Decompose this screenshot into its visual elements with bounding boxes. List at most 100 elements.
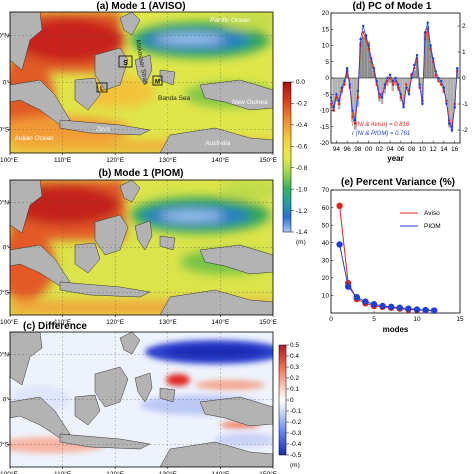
panel-c: (c) Difference xyxy=(9,321,302,469)
variance-point-piom xyxy=(422,306,429,314)
pc-left-tick-label: 0 xyxy=(325,75,329,82)
colorbar-diff-tick-label: -0.5 xyxy=(290,452,302,459)
pc-bar xyxy=(332,78,335,112)
panel-c-title: (c) Difference xyxy=(23,321,87,332)
pc-x-tick-label: 98 xyxy=(354,146,362,153)
variance-y-tick-label: 70 xyxy=(322,187,330,194)
pc-x-tick-label: 00 xyxy=(365,146,373,153)
pc-point-piom xyxy=(386,76,389,80)
pc-bar xyxy=(370,59,373,78)
pc-x-tick-label: 02 xyxy=(376,146,384,153)
pc-point-aviso xyxy=(329,102,333,106)
pc-point-piom xyxy=(370,57,373,60)
pc-point-piom xyxy=(396,83,400,86)
pc-left-tick-label: 20 xyxy=(322,10,330,17)
map-c-xtick-label: 110°E xyxy=(54,470,72,474)
colorbar-diff-tick-label: 0.1 xyxy=(290,386,299,393)
variance-point-piom xyxy=(345,283,352,290)
pc-bar xyxy=(437,78,440,81)
map-c-ytick-label: 10°N xyxy=(0,351,9,359)
map-c-xtick-label: 140°E xyxy=(212,470,230,474)
pc-point-piom xyxy=(431,57,435,60)
pc-point-aviso xyxy=(332,109,335,112)
variance-x-tick-label: 10 xyxy=(413,316,421,323)
colorbar-diff-tick-label: -0.1 xyxy=(290,408,302,415)
pc-point-piom xyxy=(421,102,424,106)
pc-x-tick-label: 94 xyxy=(333,146,341,153)
panel-e-title: (e) Percent Variance (%) xyxy=(341,177,455,188)
pc-bar xyxy=(404,78,408,86)
pc-bar xyxy=(361,36,365,78)
colorbar-mode-tick-label: -0.8 xyxy=(296,165,308,172)
pc-point-piom xyxy=(448,122,451,125)
panel-e: (e) Percent Variance (%) 10 20 30 40 50 60 70 0… xyxy=(322,177,464,334)
pc-point-piom xyxy=(378,93,381,96)
pc-point-piom xyxy=(345,67,349,70)
pc-bar xyxy=(421,78,424,104)
variance-y-tick-label: 50 xyxy=(322,222,330,229)
pc-bar xyxy=(450,78,454,133)
map-a-ytick-label: 10°S xyxy=(0,126,10,134)
panel-b: (b) Mode 1 (PIOM) xyxy=(9,168,274,316)
annotation-aviso: r (NI & Aviso) = 0.816 xyxy=(352,122,410,128)
pc-point-piom xyxy=(356,89,360,93)
pc-point-aviso xyxy=(388,76,392,80)
map-a-xtick-label: 110°E xyxy=(54,156,72,164)
pc-bar xyxy=(364,33,368,78)
panel-d-title: (d) PC of Mode 1 xyxy=(353,1,432,12)
pc-bar xyxy=(431,59,435,78)
colorbar-mode-bar xyxy=(282,81,292,233)
pc-point-piom xyxy=(399,93,403,96)
box-s xyxy=(118,55,133,68)
pc-point-piom xyxy=(415,54,419,57)
pc-bar xyxy=(453,78,456,110)
pc-point-piom xyxy=(407,93,411,96)
panel-a: (a) Mode 1 (AVISO) xyxy=(9,1,274,154)
box-l xyxy=(96,82,108,93)
colorbar-mode-tick-label: -1.4 xyxy=(296,229,308,236)
pc-point-aviso xyxy=(343,83,346,86)
pc-right-tick-label: -1 xyxy=(462,101,468,108)
variance-point-piom xyxy=(362,298,369,305)
map-tick-labels: 100°E 110°E 120°E 130°E 140°E 150°E 10°N 0° 10°S… xyxy=(0,32,278,474)
map-a-xtick-label: 100°E xyxy=(0,156,18,164)
pc-bar xyxy=(445,78,448,104)
pc-bar xyxy=(442,78,446,94)
map-b-ytick-label: 10°N xyxy=(0,199,9,207)
pc-bar xyxy=(380,78,384,104)
colorbar-diff-tick-label: 0.4 xyxy=(290,353,299,360)
map-b-ytick-label: 10°S xyxy=(0,289,10,297)
colorbar-diff-tick-label: 0.3 xyxy=(290,364,299,371)
pc-point-aviso xyxy=(362,31,365,34)
variance-y-tick-label: 60 xyxy=(322,205,330,212)
colorbar-diff-tick-label: -0.4 xyxy=(290,441,302,448)
pc-point-piom xyxy=(380,96,384,99)
label-pacific-ocean: Pacific Ocean xyxy=(210,17,250,24)
map-a-ytick-label: 10°N xyxy=(0,32,9,40)
pc-bar xyxy=(337,78,341,110)
map-b-ytick-label: 0° xyxy=(3,244,10,252)
pc-point-aviso xyxy=(434,73,438,76)
pc-point-piom xyxy=(402,106,405,109)
pc-point-piom xyxy=(423,31,427,34)
pc-right-tick-label: 1 xyxy=(462,49,466,56)
map-a-xtick-label: 150°E xyxy=(259,156,277,164)
variance-point-piom xyxy=(336,241,343,248)
variance-x-tick-label: 5 xyxy=(372,316,376,323)
pc-left-tick-label: 15 xyxy=(322,26,330,33)
pc-left-tick-label: -20 xyxy=(320,140,330,147)
pc-point-piom xyxy=(351,109,354,112)
variance-y-tick-label: 10 xyxy=(322,293,330,300)
pc-left-tick-label: 10 xyxy=(322,43,330,50)
map-b-xtick-label: 150°E xyxy=(259,318,277,326)
colorbar-mode-tick-label: -1.0 xyxy=(296,186,308,193)
pc-left-tick-label: -15 xyxy=(320,124,330,131)
pc-left-tick-label: 5 xyxy=(325,59,329,66)
colorbar-mode-tick-label: 0.0 xyxy=(296,79,305,86)
variance-point-piom xyxy=(396,304,403,311)
pc-bar xyxy=(340,78,344,94)
pc-point-piom xyxy=(388,73,392,76)
map-b-xtick-label: 100°E xyxy=(0,318,18,326)
pc-bar xyxy=(429,44,432,78)
pc-point-piom xyxy=(353,119,357,122)
